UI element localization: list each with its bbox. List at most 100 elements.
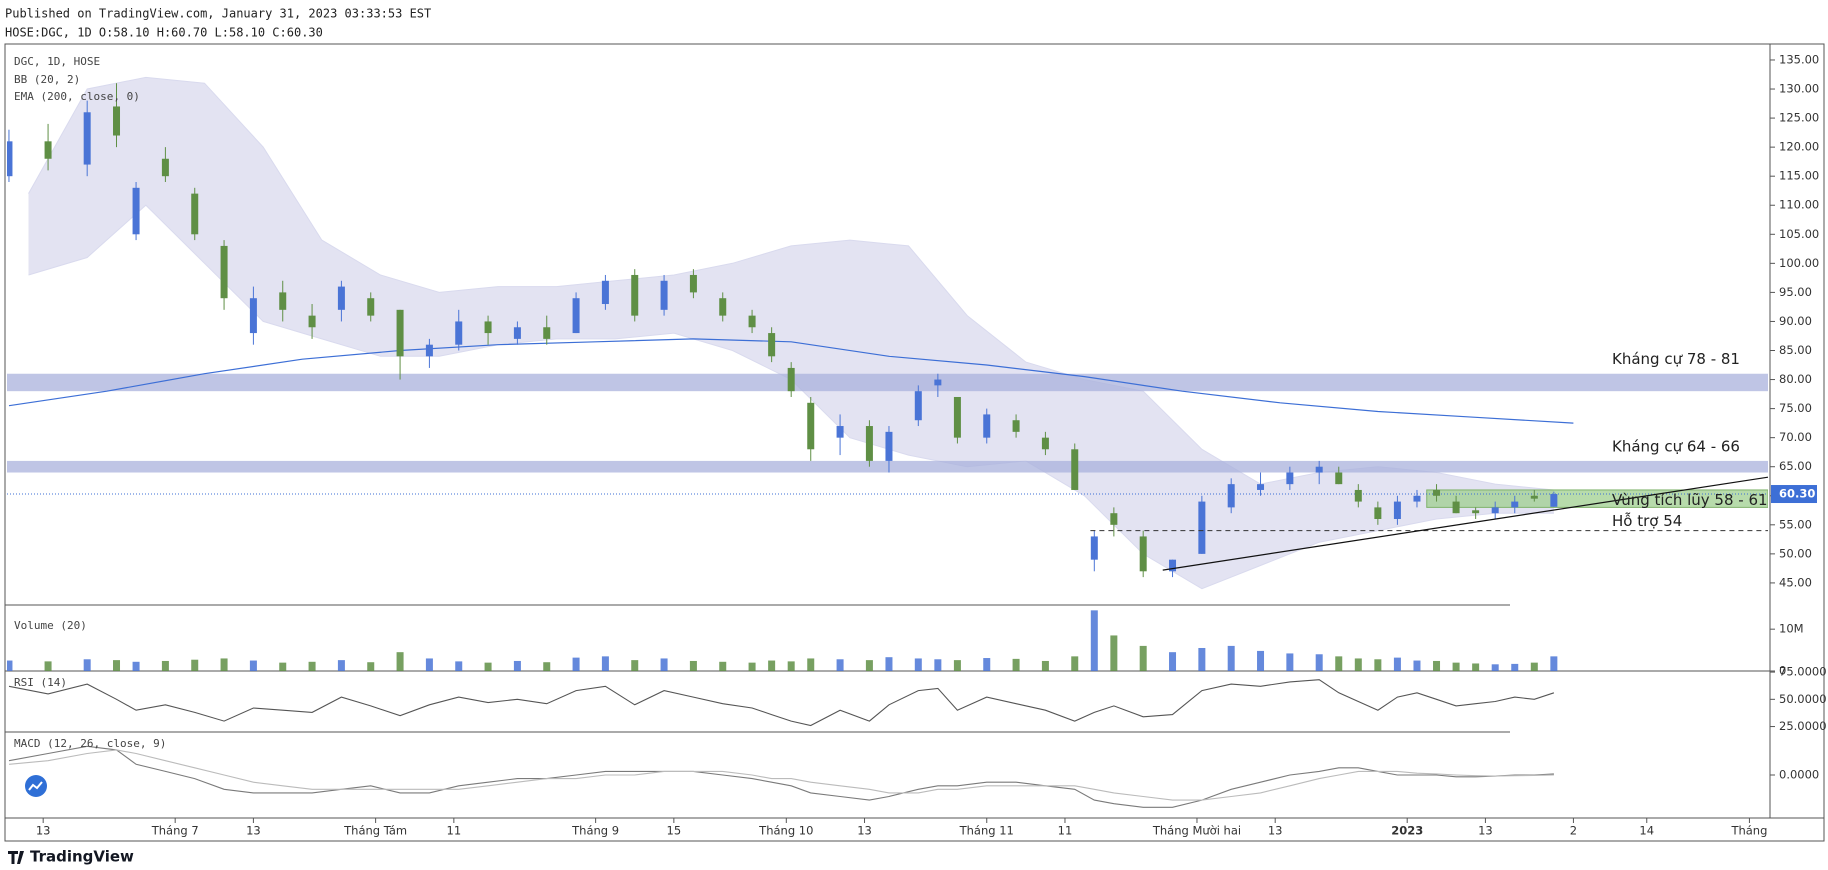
volume-bar [983,658,991,671]
zone-label: Kháng cự 64 - 66 [1612,437,1740,455]
volume-bar [1071,656,1079,671]
candle-body [132,187,140,235]
candle-body [83,112,91,165]
pane [7,610,1558,671]
candle-body [113,106,121,136]
candle-body [631,274,639,316]
volume-bar [308,661,316,671]
x-tick-label: 13 [1268,824,1283,838]
y-tick-label: 50.0000 [1779,692,1827,706]
volume-bar [1090,610,1098,671]
volume-bar [1198,647,1206,671]
volume-bar [689,660,697,671]
support-label: Hỗ trợ 54 [1612,512,1682,530]
y-tick-label: 0.0000 [1779,768,1819,782]
y-tick-label: 10M [1779,622,1804,636]
x-tick-label: Tháng 11 [959,824,1014,838]
candle-body [787,367,795,392]
candle-body [1257,484,1265,490]
y-tick-label: 110.00 [1779,198,1819,212]
candle-body [1511,501,1519,508]
candle-body [1413,495,1421,502]
volume-bar [191,659,199,671]
volume-bar [1413,660,1421,671]
candle-body [7,141,13,177]
candle-body [249,298,257,334]
candle-body [1012,420,1020,432]
candle-body [396,309,404,357]
volume-bar [1550,656,1558,671]
legend: Volume (20) [14,619,87,632]
candle-body [807,402,815,450]
volume-bar [1335,656,1343,671]
resistance-zone [7,460,1768,473]
candle-body [689,274,697,293]
volume-bar [484,662,492,671]
candle-body [367,298,375,316]
volume-bar [161,660,169,671]
volume-bar [1012,658,1020,671]
x-tick-label: 13 [246,824,261,838]
y-tick-label: 70.00 [1779,430,1812,444]
published-line: Published on TradingView.com, January 31… [5,7,431,21]
macd-badge [25,775,47,797]
candle-body [1071,449,1079,490]
volume-bar [1315,654,1323,671]
candle-body [719,298,727,316]
candle-body [1198,501,1206,554]
candle-body [191,193,199,235]
y-tick-label: 75.00 [1779,401,1812,415]
zone-label: Vùng tích lũy 58 - 61 [1612,491,1768,509]
volume-bar [1227,645,1235,671]
volume-bar [1472,663,1480,671]
y-tick-label: 105.00 [1779,227,1819,241]
candle-body [934,379,942,386]
x-tick-label: Tháng Tám [343,824,407,838]
y-tick-label: 130.00 [1779,82,1819,96]
volume-bar [7,660,13,671]
candle-body [44,141,52,159]
volume-bar [1139,645,1147,671]
volume-bar [1110,635,1118,671]
brand-logo [8,851,24,864]
volume-bar [44,661,52,671]
frame [4,43,1825,842]
volume-bar [113,660,121,671]
volume-bar [1452,662,1460,671]
trend-line [1162,476,1768,571]
volume-bar [1286,653,1294,671]
zone-label: Kháng cự 78 - 81 [1612,350,1740,368]
volume-bar [934,659,942,671]
candle-body [1169,559,1177,572]
volume-bar [83,659,91,671]
candle-body [660,280,668,310]
x-tick-label: 14 [1639,824,1654,838]
candle-body [425,344,433,357]
legend: MACD (12, 26, close, 9) [14,737,166,750]
y-tick-label: 45.00 [1779,575,1812,589]
candle-body [1335,472,1343,485]
y-tick-label: 135.00 [1779,52,1819,66]
candle-body [983,414,991,438]
volume-bar [513,660,521,671]
candle-body [572,298,580,334]
x-tick-label: Tháng 9 [571,824,619,838]
x-tick-label: Tháng 10 [758,824,813,838]
candle-body [1472,510,1480,514]
volume-bar [1374,659,1382,671]
y-tick-label: 80.00 [1779,372,1812,386]
volume-bar [543,662,551,671]
candle-body [1227,484,1235,508]
candle-body [865,426,873,461]
candle-body [455,321,463,345]
indicator-line [8,679,1555,727]
indicator-line [8,749,1554,801]
last-price-label: 60.30 [1779,487,1815,501]
candle-body [953,396,961,438]
x-tick-label: Tháng 7 [151,824,199,838]
resistance-zone [7,373,1768,392]
legend: EMA (200, close, 0) [14,90,140,103]
volume-bar [787,661,795,671]
volume-bar [1169,652,1177,671]
candle-body [1041,437,1049,450]
